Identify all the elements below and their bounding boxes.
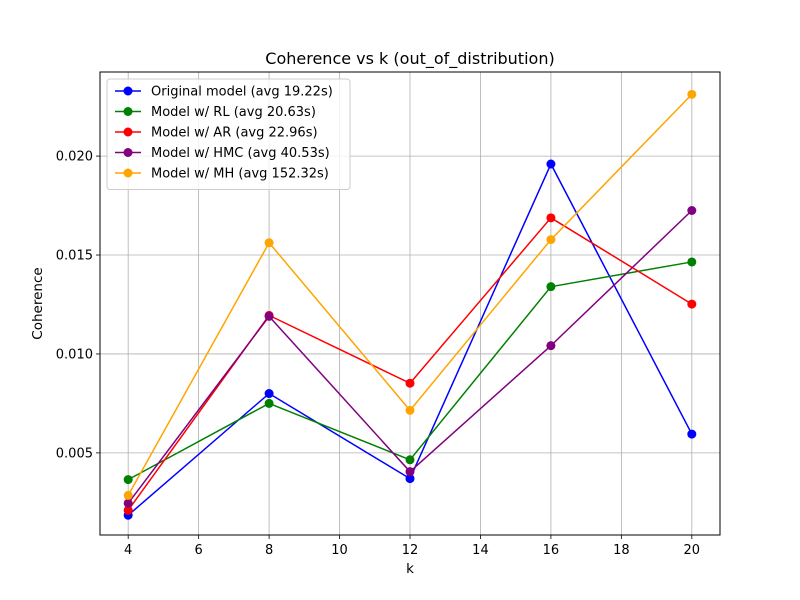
- data-point: [546, 213, 556, 223]
- data-point: [123, 505, 133, 515]
- x-tick-label: 18: [613, 543, 630, 558]
- data-point: [546, 282, 556, 292]
- legend-marker: [123, 168, 133, 178]
- series-4: [123, 89, 697, 500]
- y-tick-label: 0.020: [56, 150, 93, 165]
- legend-label: Original model (avg 19.22s): [151, 85, 333, 100]
- data-point: [687, 299, 697, 309]
- data-point: [123, 475, 133, 485]
- data-point: [687, 429, 697, 439]
- data-point: [123, 490, 133, 500]
- x-tick-label: 8: [265, 543, 273, 558]
- data-point: [405, 405, 415, 415]
- data-point: [546, 159, 556, 169]
- legend: Original model (avg 19.22s) Model w/ RL (…: [106, 78, 351, 190]
- x-tick-label: 16: [543, 543, 560, 558]
- data-point: [405, 474, 415, 484]
- data-point: [405, 455, 415, 465]
- legend-label: Model w/ MH (avg 152.32s): [151, 167, 329, 182]
- legend-marker: [123, 127, 133, 137]
- legend-label: Model w/ AR (avg 22.96s): [151, 126, 318, 141]
- data-point: [687, 206, 697, 216]
- data-point: [546, 341, 556, 351]
- data-point: [687, 89, 697, 99]
- series-1: [123, 257, 697, 485]
- data-point: [405, 378, 415, 388]
- x-tick-label: 10: [331, 543, 348, 558]
- y-axis-title: Coherence: [30, 267, 46, 339]
- data-point: [123, 498, 133, 508]
- data-point: [264, 398, 274, 408]
- legend-marker: [123, 107, 133, 116]
- legend-label: Model w/ HMC (avg 40.53s): [151, 146, 330, 161]
- y-tick-label: 0.015: [56, 249, 93, 264]
- legend-marker: [123, 148, 133, 157]
- chart-title: Coherence vs k (out_of_distribution): [265, 49, 554, 69]
- data-point: [264, 238, 274, 248]
- x-tick-label: 12: [402, 543, 419, 558]
- x-tick-label: 4: [124, 543, 132, 558]
- y-tick-label: 0.005: [56, 446, 93, 461]
- data-point: [687, 257, 697, 267]
- y-tick-label: 0.010: [56, 347, 93, 362]
- x-axis-title: k: [406, 561, 414, 577]
- x-tick-label: 6: [194, 543, 202, 558]
- data-point: [264, 389, 274, 399]
- series-3: [123, 206, 697, 508]
- ticks: 4 6 8 10 12 14 16 18 20 0.005 0.010 0.015 0.020: [56, 150, 700, 558]
- legend-box: [106, 78, 351, 190]
- series-layer: [123, 89, 697, 520]
- x-tick-label: 20: [684, 543, 701, 558]
- legend-marker: [123, 86, 133, 96]
- data-point: [405, 467, 415, 477]
- data-point: [546, 235, 556, 245]
- legend-label: Model w/ RL (avg 20.63s): [151, 105, 316, 120]
- x-tick-label: 14: [472, 543, 489, 558]
- data-point: [264, 311, 274, 321]
